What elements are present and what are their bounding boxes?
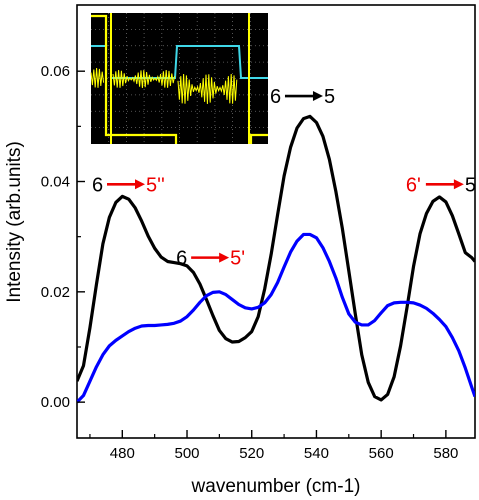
x-tick-label: 500 — [175, 445, 200, 462]
y-tick-label: 0.00 — [41, 394, 70, 411]
y-tick-label: 0.06 — [41, 63, 70, 80]
transition-to: 5 — [465, 174, 476, 196]
y-tick-label: 0.02 — [41, 284, 70, 301]
inset-yellow-oscillation — [177, 73, 238, 105]
inset-yellow-pulse — [91, 14, 268, 144]
x-tick-label: 540 — [304, 445, 329, 462]
series-layer — [77, 114, 475, 404]
transition-label-3: 6 5' — [176, 248, 245, 270]
series-line-1 — [77, 114, 475, 402]
transition-label-4: 6' 5 — [406, 174, 476, 196]
tick-layer: 480 500 520 540 560 580 0.00 0.02 0.04 0.06 — [41, 63, 459, 462]
inset-yellow-edge — [110, 13, 250, 144]
y-axis-title: Intensity (arb.units) — [4, 141, 25, 303]
oscilloscope-inset — [90, 13, 268, 144]
series-line-2 — [77, 232, 475, 404]
inset-yellow-oscillation — [90, 67, 105, 88]
x-axis-title: wavenumber (cm-1) — [191, 476, 361, 497]
x-tick-label: 520 — [239, 445, 264, 462]
transition-to: 5 — [324, 86, 335, 108]
inset-yellow-oscillation — [112, 69, 176, 89]
transition-from: 6 — [270, 86, 281, 108]
transition-to: 5'' — [146, 174, 165, 196]
transition-from: 6 — [92, 174, 103, 196]
x-tick-label: 580 — [433, 445, 458, 462]
transition-to: 5' — [230, 248, 245, 270]
arrow-head — [312, 91, 323, 102]
plot-frame — [76, 4, 476, 439]
arrow-head — [135, 179, 146, 190]
x-tick-label: 480 — [110, 445, 135, 462]
transition-label-2: 6 5'' — [92, 174, 165, 196]
arrow-head — [219, 252, 230, 263]
transition-from: 6' — [406, 174, 421, 196]
arrow-head — [453, 179, 464, 190]
annotation-layer: 6 56 5''6 5'6' 5 — [92, 86, 476, 270]
y-tick-label: 0.04 — [41, 174, 70, 191]
x-tick-label: 560 — [369, 445, 394, 462]
transition-from: 6 — [176, 248, 187, 270]
